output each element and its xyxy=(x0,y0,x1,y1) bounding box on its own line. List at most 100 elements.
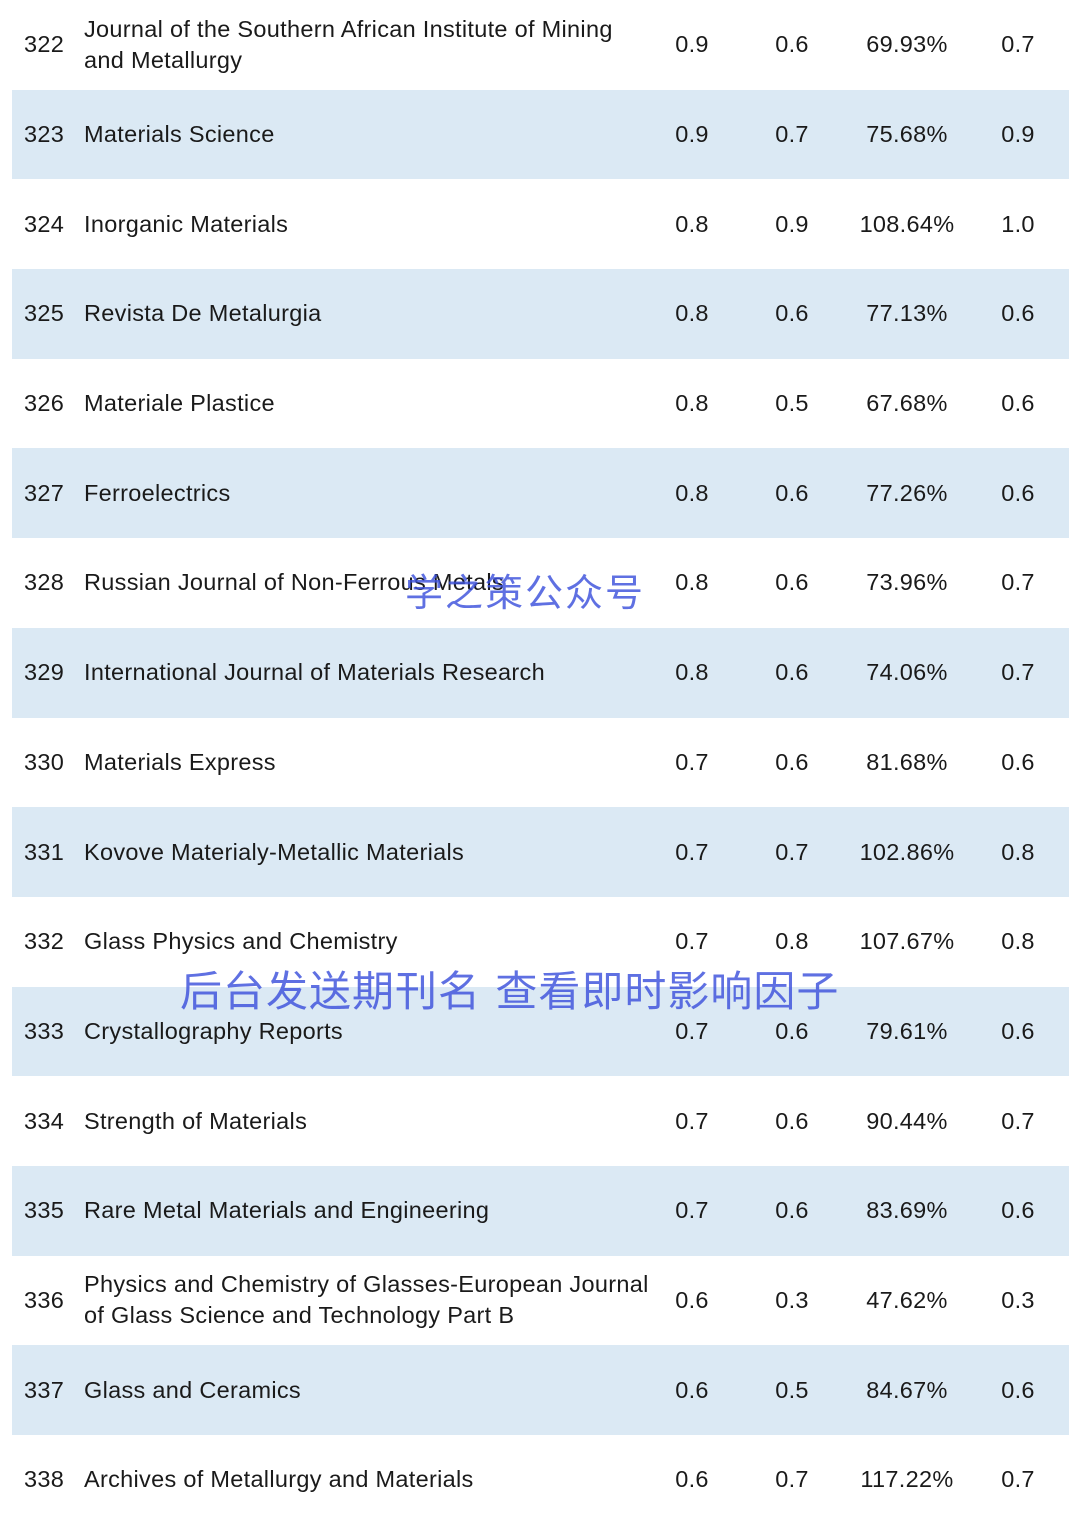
journal-name-cell: Glass Physics and Chemistry xyxy=(84,928,398,955)
journal-name-cell: Kovove Materialy-Metallic Materials xyxy=(84,838,465,865)
journal-name-cell: International Journal of Materials Resea… xyxy=(84,659,545,686)
percent-cell: 84.67% xyxy=(866,1376,948,1403)
table-row: 332 Glass Physics and Chemistry 0.7 0.8 107.… xyxy=(12,897,1069,987)
value-2-cell: 0.6 xyxy=(775,1197,809,1224)
journal-name-cell: Inorganic Materials xyxy=(84,210,289,237)
rank-cell: 324 xyxy=(24,210,65,237)
value-1-cell: 0.6 xyxy=(675,1286,709,1313)
journal-name-cell: Crystallography Reports xyxy=(84,1017,343,1044)
value-2-cell: 0.7 xyxy=(775,121,809,148)
journal-name-cell: Journal of the Southern African Institut… xyxy=(84,15,613,73)
table-row: 329 International Journal of Materials Re… xyxy=(12,627,1069,718)
percent-cell: 108.64% xyxy=(859,210,955,237)
value-4-cell: 0.3 xyxy=(1001,1286,1035,1313)
value-1-cell: 0.8 xyxy=(675,569,709,596)
percent-cell: 75.68% xyxy=(866,121,948,148)
percent-cell: 47.62% xyxy=(866,1286,948,1313)
value-2-cell: 0.6 xyxy=(775,300,809,327)
value-1-cell: 0.9 xyxy=(675,121,709,148)
rank-cell: 325 xyxy=(24,300,65,327)
value-4-cell: 0.7 xyxy=(1001,1466,1035,1493)
table-row: 330 Materials Express 0.7 0.6 81.68% 0.6 xyxy=(12,718,1069,808)
value-4-cell: 0.6 xyxy=(1001,390,1035,417)
journal-name-cell: Physics and Chemistry of Glasses-Europea… xyxy=(84,1271,649,1329)
journal-name-cell: Strength of Materials xyxy=(84,1107,308,1134)
value-1-cell: 0.7 xyxy=(675,748,709,775)
rank-cell: 330 xyxy=(24,748,65,775)
journal-name-cell: Rare Metal Materials and Engineering xyxy=(84,1197,490,1224)
rank-cell: 326 xyxy=(24,390,65,417)
rank-cell: 333 xyxy=(24,1017,65,1044)
value-2-cell: 0.6 xyxy=(775,479,809,506)
value-2-cell: 0.6 xyxy=(775,1017,809,1044)
journal-name-cell: Glass and Ceramics xyxy=(84,1376,301,1403)
value-1-cell: 0.8 xyxy=(675,659,709,686)
percent-cell: 90.44% xyxy=(866,1107,948,1134)
rank-cell: 336 xyxy=(24,1286,65,1313)
journal-name-cell: Russian Journal of Non-Ferrous Metals xyxy=(84,569,504,596)
value-1-cell: 0.9 xyxy=(675,31,709,58)
percent-cell: 81.68% xyxy=(866,748,948,775)
rank-cell: 335 xyxy=(24,1197,65,1224)
table-row: 335 Rare Metal Materials and Engineering 0… xyxy=(12,1165,1069,1256)
percent-cell: 117.22% xyxy=(860,1466,954,1493)
value-4-cell: 0.7 xyxy=(1001,659,1035,686)
rank-cell: 329 xyxy=(24,659,65,686)
rank-cell: 323 xyxy=(24,121,65,148)
percent-cell: 107.67% xyxy=(859,928,955,955)
table-row: 327 Ferroelectrics 0.8 0.6 77.26% 0.6 xyxy=(12,448,1069,539)
value-2-cell: 0.6 xyxy=(775,659,809,686)
table-row: 331 Kovove Materialy-Metallic Materials 0.… xyxy=(12,807,1069,897)
percent-cell: 77.26% xyxy=(866,479,948,506)
value-1-cell: 0.8 xyxy=(675,300,709,327)
value-4-cell: 0.8 xyxy=(1001,838,1035,865)
table-row: 323 Materials Science 0.9 0.7 75.68% 0.9 xyxy=(12,89,1069,180)
value-4-cell: 1.0 xyxy=(1001,210,1035,237)
table-row: 334 Strength of Materials 0.7 0.6 90.44% 0.7 xyxy=(12,1076,1069,1166)
rank-cell: 338 xyxy=(24,1466,65,1493)
journal-name-cell: Ferroelectrics xyxy=(84,479,231,506)
value-4-cell: 0.8 xyxy=(1001,928,1035,955)
rank-cell: 322 xyxy=(24,31,65,58)
percent-cell: 83.69% xyxy=(866,1197,948,1224)
value-1-cell: 0.6 xyxy=(675,1466,709,1493)
value-2-cell: 0.6 xyxy=(775,31,809,58)
value-4-cell: 0.6 xyxy=(1001,1197,1035,1224)
value-4-cell: 0.7 xyxy=(1001,569,1035,596)
table-row: 336 Physics and Chemistry of Glasses-Euro… xyxy=(12,1256,1069,1346)
value-2-cell: 0.8 xyxy=(775,928,809,955)
percent-cell: 73.96% xyxy=(866,569,948,596)
journal-table: 322 Journal of the Southern African Insti… xyxy=(12,0,1069,1525)
rank-cell: 334 xyxy=(24,1107,65,1134)
value-1-cell: 0.6 xyxy=(675,1376,709,1403)
rank-cell: 327 xyxy=(24,479,65,506)
table-row: 333 Crystallography Reports 0.7 0.6 79.61% 0.… xyxy=(12,986,1069,1077)
value-1-cell: 0.7 xyxy=(675,1197,709,1224)
value-4-cell: 0.9 xyxy=(1001,121,1035,148)
value-1-cell: 0.7 xyxy=(675,838,709,865)
table-row: 326 Materiale Plastice 0.8 0.5 67.68% 0.6 xyxy=(12,359,1069,449)
value-1-cell: 0.7 xyxy=(675,928,709,955)
watermark-hint: 后台发送期刊名 查看即时影响因子 xyxy=(180,967,840,1016)
value-2-cell: 0.5 xyxy=(775,1376,809,1403)
table-row: 337 Glass and Ceramics 0.6 0.5 84.67% 0.6 xyxy=(12,1345,1069,1435)
journal-name-cell: Materials Science xyxy=(84,121,275,148)
value-2-cell: 0.7 xyxy=(775,1466,809,1493)
value-2-cell: 0.6 xyxy=(775,569,809,596)
value-4-cell: 0.6 xyxy=(1001,1017,1035,1044)
table-row: 325 Revista De Metalurgia 0.8 0.6 77.13% 0.6 xyxy=(12,269,1069,359)
journal-name-cell: Archives of Metallurgy and Materials xyxy=(84,1466,474,1493)
journal-name-cell: Revista De Metalurgia xyxy=(84,300,322,327)
value-1-cell: 0.8 xyxy=(675,210,709,237)
value-2-cell: 0.9 xyxy=(775,210,809,237)
value-1-cell: 0.7 xyxy=(675,1017,709,1044)
value-2-cell: 0.6 xyxy=(775,1107,809,1134)
journal-name-cell: Materiale Plastice xyxy=(84,390,275,417)
watermark-account: 学之策公众号 xyxy=(405,571,646,615)
percent-cell: 74.06% xyxy=(866,659,948,686)
percent-cell: 77.13% xyxy=(866,300,948,327)
journal-name-cell: Materials Express xyxy=(84,748,276,775)
value-1-cell: 0.7 xyxy=(675,1107,709,1134)
percent-cell: 67.68% xyxy=(866,390,948,417)
value-4-cell: 0.7 xyxy=(1001,1107,1035,1134)
